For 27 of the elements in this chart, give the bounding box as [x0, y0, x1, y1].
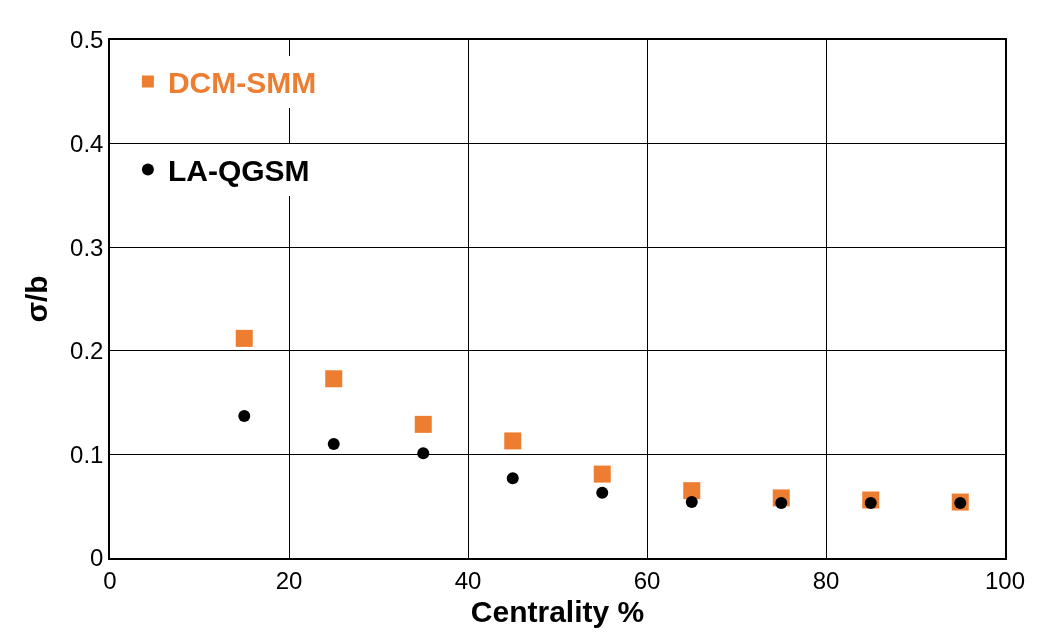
y-tick-label: 0.2: [70, 337, 104, 365]
y-tick-label: 0.5: [70, 26, 104, 54]
point: [593, 465, 611, 483]
x-tick-label: 100: [984, 566, 1026, 594]
point: [504, 432, 522, 450]
x-axis-title: Centrality %: [470, 594, 645, 628]
point: [506, 472, 519, 485]
x-tick-label: 80: [812, 566, 840, 594]
y-axis-title: σ/b: [19, 275, 53, 323]
point: [685, 496, 698, 509]
y-tick-label: 0: [90, 544, 104, 572]
point: [414, 415, 432, 433]
legend-label: LA-QGSM: [167, 154, 310, 188]
legend-label: DCM-SMM: [167, 66, 317, 100]
x-tick-label: 20: [275, 566, 303, 594]
x-tick-label: 60: [633, 566, 661, 594]
point: [235, 329, 253, 347]
point: [327, 438, 340, 451]
point: [325, 370, 343, 388]
point: [417, 447, 430, 460]
y-tick-label: 0.4: [70, 130, 104, 157]
y-tick-label: 0.1: [70, 440, 104, 468]
point: [596, 486, 609, 499]
y-tick-label: 0.3: [70, 233, 104, 261]
point: [238, 410, 251, 423]
point: [683, 482, 701, 500]
x-tick-label: 40: [454, 566, 482, 594]
